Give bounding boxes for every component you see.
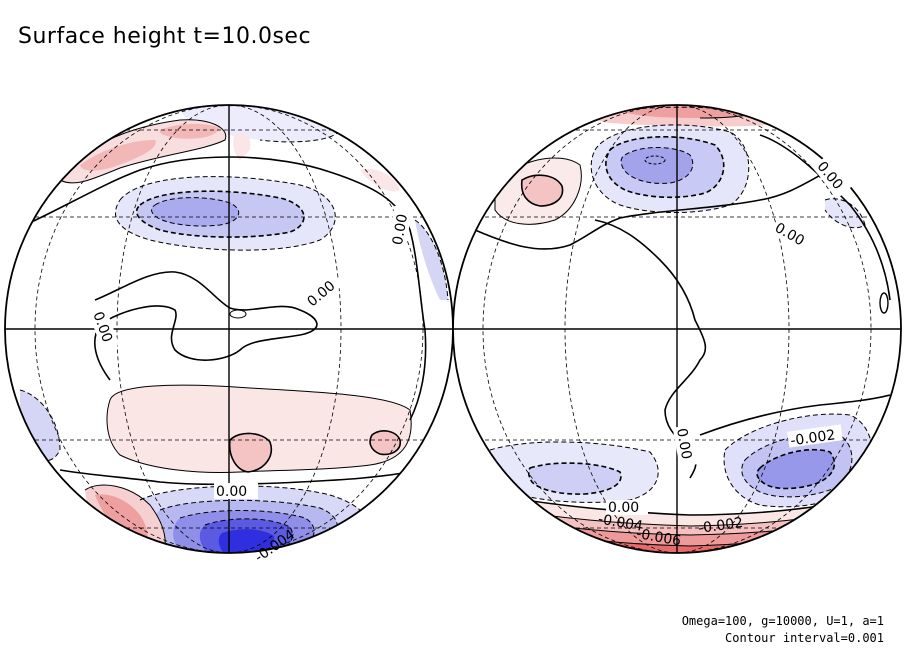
pos-region-cap-4: [233, 133, 251, 160]
contour-line: [159, 499, 338, 553]
neg-region-east: [415, 220, 448, 300]
contour-line: [94, 271, 318, 381]
pos-region-mid-south: [107, 385, 412, 473]
neg-region-ne: [825, 198, 865, 228]
contour-line: [494, 157, 582, 225]
pos-region-east-blob: [370, 430, 401, 455]
contour-line: [106, 384, 412, 473]
contour-label: 0.00: [390, 213, 411, 246]
footer-params: Omega=100, g=10000, U=1, a=1: [681, 614, 884, 628]
pos-region-cap-3: [159, 123, 220, 139]
pos-region-ne: [360, 168, 400, 192]
chart-title: Surface height t=10.0sec: [18, 24, 312, 49]
contour-line: [414, 219, 449, 301]
contour-line: [115, 176, 336, 251]
contour-line: [590, 124, 750, 213]
contour-line: [759, 134, 891, 301]
left-globe: [5, 105, 453, 553]
contour-line: [879, 292, 889, 314]
contour-line: [756, 448, 836, 490]
contour-line: [699, 394, 891, 436]
right-globe-outline: [452, 104, 902, 554]
neg-region-sw-2: [528, 463, 621, 495]
contour-label: -0.002: [697, 515, 744, 537]
contour-line: [9, 156, 427, 421]
contour-label: 0.00: [673, 427, 694, 460]
contour-line: [59, 119, 227, 184]
contour-label: -0.002: [789, 427, 836, 449]
neg-region-se-3: [757, 449, 835, 489]
pos-region-center: [229, 433, 272, 472]
contour-label: 0.00: [216, 484, 247, 500]
contour-line: [229, 309, 247, 319]
contour-line: [605, 136, 725, 199]
footer-contour-interval: Contour interval=0.001: [725, 631, 884, 645]
contour-label: -0.004: [597, 511, 644, 535]
pos-region-cap-2: [80, 140, 156, 171]
contour-line: [527, 462, 622, 495]
contour-line: [151, 197, 240, 227]
contour-line: [644, 155, 666, 165]
contour-line: [723, 413, 873, 508]
contour-line: [19, 389, 61, 462]
neg-region-north-3: [621, 147, 693, 184]
neg-region-north-inner: [151, 197, 239, 227]
contour-label: 0.00: [608, 500, 639, 516]
contour-line: [228, 432, 272, 473]
contour-line: [824, 198, 866, 229]
pos-region-nw-2: [521, 175, 563, 206]
contour-line: [520, 174, 564, 207]
contour-line: [369, 430, 402, 456]
contour-label: -0.006: [635, 526, 682, 550]
contour-line: [474, 169, 831, 250]
contour-line: [620, 147, 694, 184]
